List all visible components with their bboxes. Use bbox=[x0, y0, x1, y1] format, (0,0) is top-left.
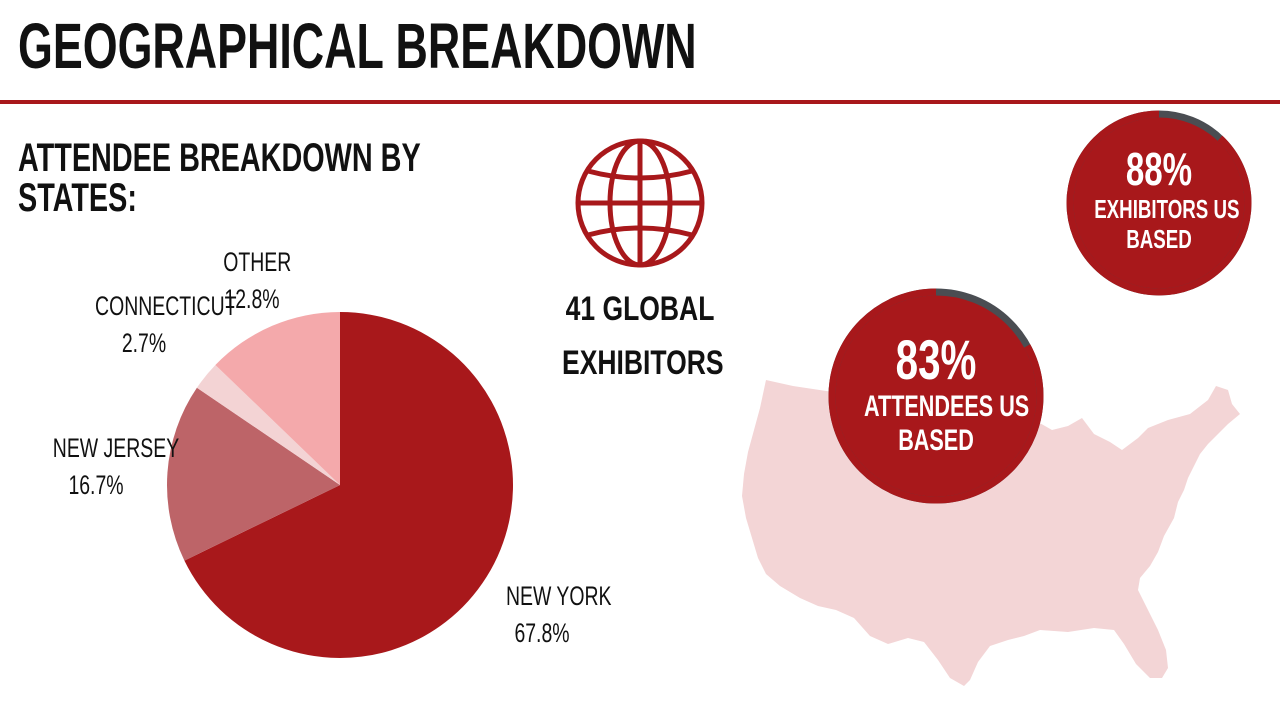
attendees-us-stat: 83% ATTENDEES US BASED bbox=[864, 328, 1030, 458]
pie-label-value: 67.8% bbox=[514, 618, 570, 648]
pie-label-name: NEW YORK bbox=[506, 581, 612, 611]
pie-slice-new-jersey bbox=[166, 387, 340, 561]
pie-label-value: 2.7% bbox=[121, 328, 167, 358]
globe-icon bbox=[575, 138, 705, 268]
attendees-us-caption-1: ATTENDEES US bbox=[864, 390, 1030, 423]
pie-label-new-jersey: NEW JERSEY 16.7% bbox=[52, 430, 180, 504]
pie-label-value: 12.8% bbox=[224, 284, 280, 314]
pie-label-connecticut: CONNECTICUT 2.7% bbox=[95, 288, 237, 362]
global-exhibitors-line1: 41 GLOBAL bbox=[565, 290, 715, 328]
global-exhibitors-stat: 41 GLOBAL EXHIBITORS bbox=[562, 282, 724, 390]
attendees-us-caption-2: BASED bbox=[898, 424, 974, 457]
pie-label-value: 16.7% bbox=[68, 470, 124, 500]
pie-slice-new-york bbox=[184, 312, 513, 658]
pie-label-other: OTHER 12.8% bbox=[223, 244, 292, 318]
exhibitors-us-percent: 88% bbox=[1125, 143, 1193, 195]
exhibitors-us-stat: 88% EXHIBITORS US BASED bbox=[1094, 143, 1240, 254]
chart-title: ATTENDEE BREAKDOWN BY STATES: bbox=[18, 136, 421, 220]
pie-label-new-york: NEW YORK 67.8% bbox=[506, 578, 612, 652]
pie-label-name: CONNECTICUT bbox=[95, 291, 237, 321]
page-title: GEOGRAPHICAL BREAKDOWN bbox=[18, 10, 697, 82]
pie-label-name: NEW JERSEY bbox=[52, 433, 180, 463]
pie-chart bbox=[166, 312, 513, 658]
attendees-us-ring bbox=[828, 288, 1044, 504]
pie-slice-other bbox=[215, 312, 340, 485]
global-exhibitors-line2: EXHIBITORS bbox=[562, 344, 724, 382]
exhibitors-us-caption-1: EXHIBITORS US bbox=[1094, 194, 1240, 224]
title-divider bbox=[0, 100, 1280, 104]
exhibitors-us-ring bbox=[1066, 110, 1252, 296]
pie-slice-connecticut bbox=[196, 364, 340, 485]
exhibitors-us-caption-2: BASED bbox=[1126, 224, 1192, 254]
attendees-us-percent: 83% bbox=[895, 328, 977, 391]
pie-label-name: OTHER bbox=[223, 247, 292, 277]
